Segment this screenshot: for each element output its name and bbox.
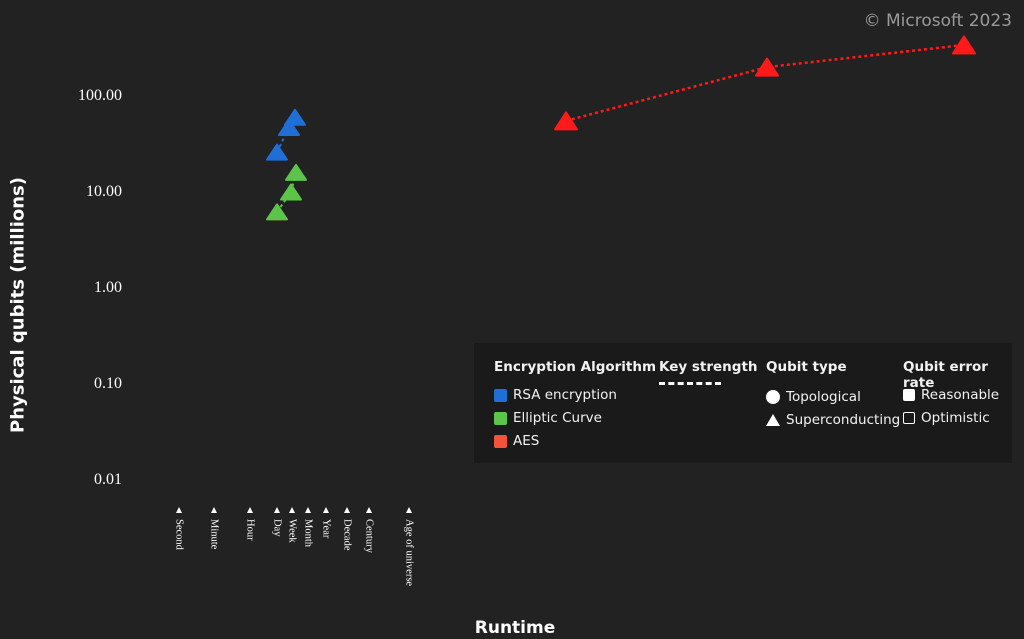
y-tick-label: 10.00: [86, 183, 122, 200]
legend-header-algorithm: Encryption Algorithm: [494, 359, 657, 375]
y-tick-label: 1.00: [94, 279, 122, 296]
x-tick-marker: [176, 507, 182, 513]
legend-dashed-line: [659, 382, 721, 385]
x-tick-marker: [344, 507, 350, 513]
x-tick-label: Day: [272, 519, 283, 537]
legend-label-aes: AES: [513, 433, 540, 449]
legend-swatch-aes: [494, 434, 507, 448]
x-tick-marker: [289, 507, 295, 513]
x-tick-marker: [366, 507, 372, 513]
x-tick-label: Age of universe: [404, 519, 415, 586]
x-tick-label: Decade: [342, 519, 353, 551]
x-axis: Second Minute Hour Day Week Month Year Decade Ce…: [174, 507, 415, 586]
filled-square-icon: [903, 389, 915, 401]
x-tick-marker: [211, 507, 217, 513]
legend-label-rsa: RSA encryption: [513, 387, 617, 403]
legend-item-optimistic: Optimistic: [903, 410, 990, 426]
circle-icon: [766, 390, 780, 404]
data-point: [278, 118, 300, 136]
legend-swatch-rsa: [494, 388, 507, 402]
x-tick-label: Year: [321, 519, 332, 539]
data-point: [284, 108, 306, 126]
data-point: [755, 57, 779, 77]
legend-label-reasonable: Reasonable: [921, 387, 1000, 403]
x-tick-marker: [305, 507, 311, 513]
legend-swatch-elliptic: [494, 411, 507, 425]
data-point: [285, 163, 307, 181]
legend-item-elliptic: Elliptic Curve: [494, 410, 602, 426]
x-tick-label: Second: [174, 519, 185, 551]
x-tick-marker: [274, 507, 280, 513]
x-tick-marker: [406, 507, 412, 513]
legend-item-topological: Topological: [766, 389, 861, 405]
empty-square-icon: [903, 412, 915, 424]
legend-header-key-strength: Key strength: [659, 359, 758, 375]
x-tick-label: Month: [303, 519, 314, 548]
data-point: [554, 111, 578, 131]
legend-item-reasonable: Reasonable: [903, 387, 999, 403]
y-axis-label-wrap: Physical qubits (millions): [0, 150, 36, 460]
legend-header-qubit-type: Qubit type: [766, 359, 847, 375]
data-point: [266, 143, 288, 161]
legend-header-error-rate: Qubit error rate: [903, 359, 988, 391]
copyright-watermark: © Microsoft 2023: [863, 11, 1012, 31]
legend-label-superconducting: Superconducting: [786, 412, 901, 428]
legend-label-elliptic: Elliptic Curve: [513, 410, 602, 426]
chart-series: [266, 35, 976, 221]
y-axis-label: Physical qubits (millions): [7, 177, 29, 433]
legend-item-rsa: RSA encryption: [494, 387, 617, 403]
legend-item-superconducting: Superconducting: [766, 412, 900, 428]
data-point: [952, 35, 976, 55]
data-point: [280, 183, 302, 201]
data-point: [266, 203, 288, 221]
y-tick-label: 0.10: [94, 375, 122, 392]
legend-label-topological: Topological: [786, 389, 861, 405]
x-tick-label: Century: [364, 519, 375, 554]
x-tick-label: Week: [287, 519, 298, 543]
legend-label-optimistic: Optimistic: [921, 410, 990, 426]
chart-legend: Encryption Algorithm RSA encryption Elli…: [474, 343, 1012, 463]
x-tick-marker: [323, 507, 329, 513]
y-tick-label: 0.01: [94, 471, 122, 488]
triangle-icon: [766, 414, 780, 426]
series-line: [565, 43, 965, 123]
x-axis-label: Runtime: [474, 618, 556, 638]
legend-item-aes: AES: [494, 433, 539, 449]
x-tick-label: Minute: [209, 519, 220, 550]
x-tick-marker: [247, 507, 253, 513]
x-tick-label: Hour: [245, 519, 256, 541]
y-tick-label: 100.00: [78, 87, 122, 104]
